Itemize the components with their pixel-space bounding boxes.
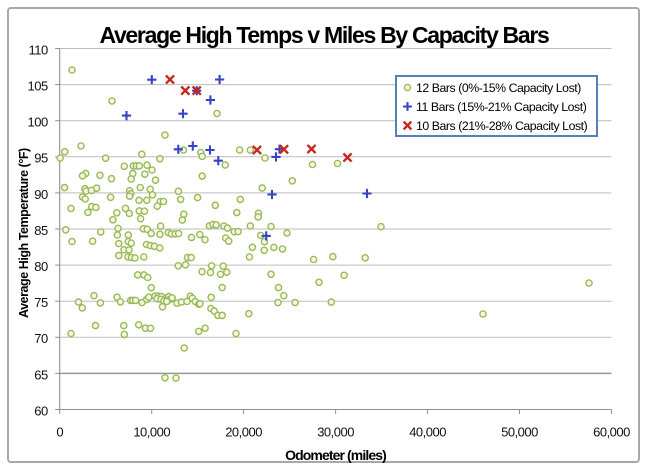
svg-text:75: 75 xyxy=(34,295,48,310)
svg-text:40,000: 40,000 xyxy=(409,424,446,439)
svg-text:95: 95 xyxy=(34,151,48,166)
svg-text:0: 0 xyxy=(56,424,63,439)
svg-text:90: 90 xyxy=(34,187,48,202)
svg-text:85: 85 xyxy=(34,223,48,238)
svg-text:10,000: 10,000 xyxy=(133,424,170,439)
svg-text:60: 60 xyxy=(34,403,48,418)
svg-text:65: 65 xyxy=(34,367,48,382)
svg-text:110: 110 xyxy=(28,42,47,57)
svg-text:20,000: 20,000 xyxy=(225,424,262,439)
svg-text:100: 100 xyxy=(27,115,47,130)
svg-text:60,000: 60,000 xyxy=(593,424,630,439)
svg-text:70: 70 xyxy=(34,331,48,346)
svg-text:30,000: 30,000 xyxy=(317,424,354,439)
svg-text:50,000: 50,000 xyxy=(501,424,538,439)
svg-text:105: 105 xyxy=(27,79,47,94)
svg-text:80: 80 xyxy=(34,259,48,274)
